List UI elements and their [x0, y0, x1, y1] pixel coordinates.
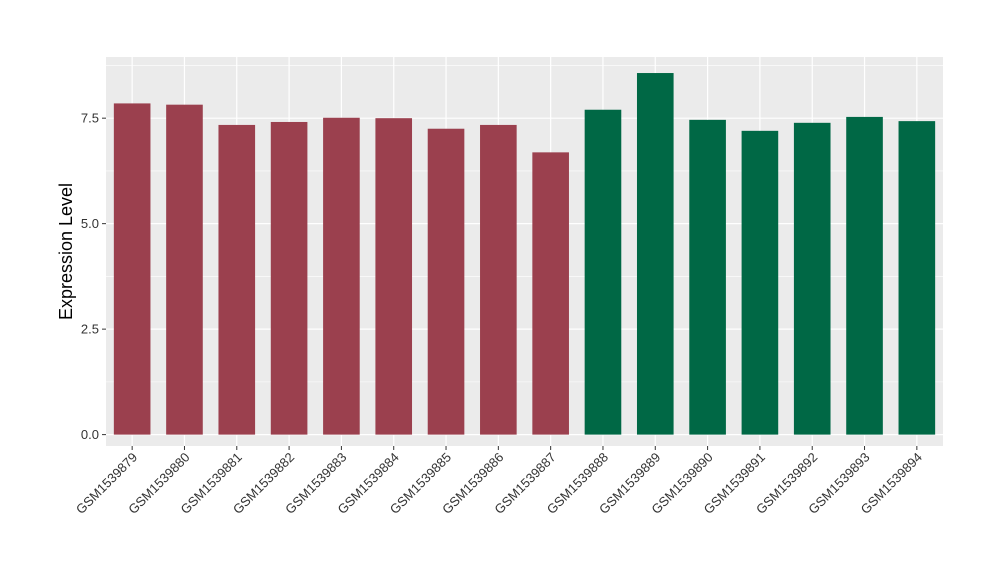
bar-GSM1539887: [532, 152, 569, 435]
y-tick-label: 0.0: [81, 427, 99, 442]
bar-GSM1539882: [270, 121, 308, 435]
x-axis: GSM1539879GSM1539880GSM1539881GSM1539882…: [73, 446, 925, 517]
bar-GSM1539883: [323, 117, 360, 435]
y-tick-label: 2.5: [81, 322, 99, 337]
bar-GSM1539881: [218, 124, 256, 435]
y-tick-label: 7.5: [81, 111, 99, 126]
bar-GSM1539888: [584, 109, 622, 435]
bar-GSM1539889: [636, 73, 674, 435]
bar-GSM1539892: [793, 122, 831, 435]
bar-GSM1539885: [427, 128, 465, 435]
bar-GSM1539879: [113, 103, 151, 435]
bar-GSM1539894: [898, 121, 936, 435]
bar-GSM1539884: [375, 118, 413, 435]
bar-GSM1539880: [166, 104, 203, 435]
bar-GSM1539886: [480, 124, 517, 435]
bar-GSM1539890: [689, 119, 726, 435]
y-tick-label: 5.0: [81, 216, 99, 231]
bar-series: [113, 73, 936, 435]
bar-GSM1539891: [741, 130, 779, 435]
bar-GSM1539893: [846, 116, 883, 435]
y-axis-title: Expression Level: [56, 183, 76, 320]
y-axis: 0.0 2.5 5.0 7.5: [81, 111, 106, 442]
